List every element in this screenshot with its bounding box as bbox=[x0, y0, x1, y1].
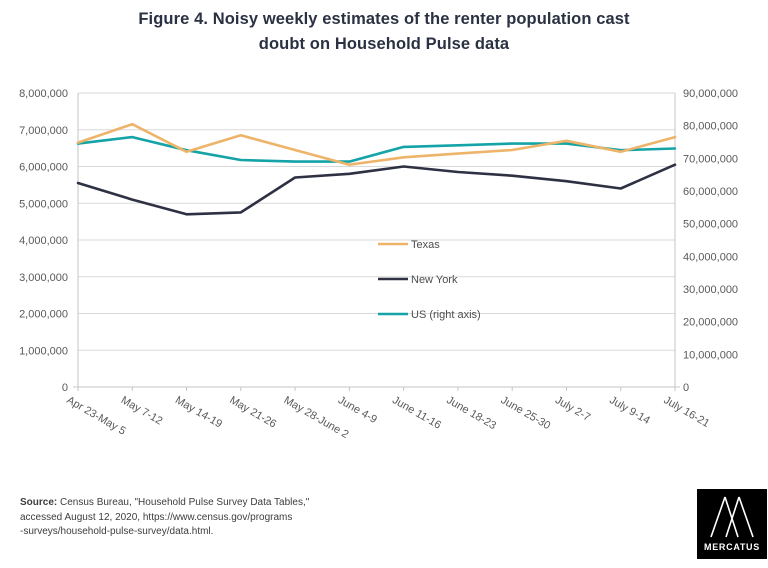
source-line2: accessed August 12, 2020, https://www.ce… bbox=[20, 511, 293, 523]
left-axis-tick-label: 1,000,000 bbox=[19, 345, 68, 357]
figure-title-line1: Figure 4. Noisy weekly estimates of the … bbox=[138, 10, 630, 28]
x-axis-tick-label: July 2-7 bbox=[553, 394, 592, 424]
legend-label-texas: Texas bbox=[411, 239, 440, 251]
left-axis-tick-label: 6,000,000 bbox=[19, 162, 68, 174]
x-axis-tick-label: July 16-21 bbox=[662, 394, 712, 430]
gridlines bbox=[78, 92, 675, 351]
left-axis-tick-label: 3,000,000 bbox=[19, 272, 68, 284]
right-axis-labels: 0 10,000,000 20,000,000 30,000,000 40,000,00… bbox=[683, 88, 738, 394]
x-axis-tick-label: June 4-9 bbox=[336, 394, 379, 426]
left-axis-tick-label: 4,000,000 bbox=[19, 235, 68, 247]
source-line1: Census Bureau, "Household Pulse Survey D… bbox=[57, 497, 310, 508]
right-axis-tick-label: 80,000,000 bbox=[683, 121, 738, 133]
left-axis-tick-label: 0 bbox=[62, 382, 68, 394]
right-axis-tick-label: 60,000,000 bbox=[683, 186, 738, 198]
right-axis-tick-label: 90,000,000 bbox=[683, 88, 738, 100]
source-label: Source: bbox=[20, 497, 58, 508]
mercatus-monogram-icon bbox=[710, 496, 754, 538]
right-axis-tick-label: 20,000,000 bbox=[683, 317, 738, 329]
right-axis-tick-label: 10,000,000 bbox=[683, 349, 738, 361]
right-axis-tick-label: 40,000,000 bbox=[683, 251, 738, 263]
figure-title-line2: doubt on Household Pulse data bbox=[258, 35, 510, 53]
axes bbox=[73, 93, 680, 391]
left-axis-labels: 0 1,000,000 2,000,000 3,000,000 4,000,000 5,0… bbox=[19, 88, 68, 394]
legend-label-us-right-axis: US (right axis) bbox=[411, 309, 481, 321]
x-axis-tick-label: May 21-26 bbox=[227, 394, 278, 430]
legend-item-texas: Texas bbox=[378, 239, 440, 251]
left-axis-tick-label: 7,000,000 bbox=[19, 125, 68, 137]
legend-item-us-right-axis: US (right axis) bbox=[378, 309, 481, 321]
figure-title: Figure 4. Noisy weekly estimates of the … bbox=[0, 7, 768, 57]
x-axis-tick-label: June 25-30 bbox=[499, 394, 553, 432]
left-axis-tick-label: 8,000,000 bbox=[19, 88, 68, 100]
right-axis-tick-label: 0 bbox=[683, 382, 689, 394]
source-note: Source: Census Bureau, "Household Pulse … bbox=[20, 496, 350, 540]
mercatus-wordmark: MERCATUS bbox=[704, 542, 760, 552]
legend-item-new-york: New York bbox=[378, 274, 458, 286]
x-axis-tick-label: June 11-16 bbox=[390, 394, 443, 432]
x-axis-tick-label: May 7-12 bbox=[119, 394, 165, 427]
source-line3: -surveys/household-pulse-survey/data.htm… bbox=[20, 526, 214, 537]
legend-label-new-york: New York bbox=[411, 274, 458, 286]
left-axis-tick-label: 5,000,000 bbox=[19, 198, 68, 210]
x-axis-tick-label: July 9-14 bbox=[607, 394, 652, 427]
left-axis-tick-label: 2,000,000 bbox=[19, 309, 68, 321]
renter-population-chart: 0 1,000,000 2,000,000 3,000,000 4,000,000 5,0… bbox=[19, 88, 738, 441]
series-line-texas bbox=[76, 122, 677, 166]
mercatus-logo: MERCATUS bbox=[697, 489, 767, 559]
x-axis-tick-label: May 14-19 bbox=[173, 394, 224, 430]
x-axis-tick-label: Apr 23-May 5 bbox=[65, 394, 128, 437]
legend: Texas New York US (right axis) bbox=[378, 239, 481, 321]
right-axis-tick-label: 70,000,000 bbox=[683, 153, 738, 165]
x-axis-tick-label: June 18-23 bbox=[444, 394, 498, 432]
right-axis-tick-label: 50,000,000 bbox=[683, 219, 738, 231]
right-axis-tick-label: 30,000,000 bbox=[683, 284, 738, 296]
series-line-new-york bbox=[76, 163, 677, 216]
